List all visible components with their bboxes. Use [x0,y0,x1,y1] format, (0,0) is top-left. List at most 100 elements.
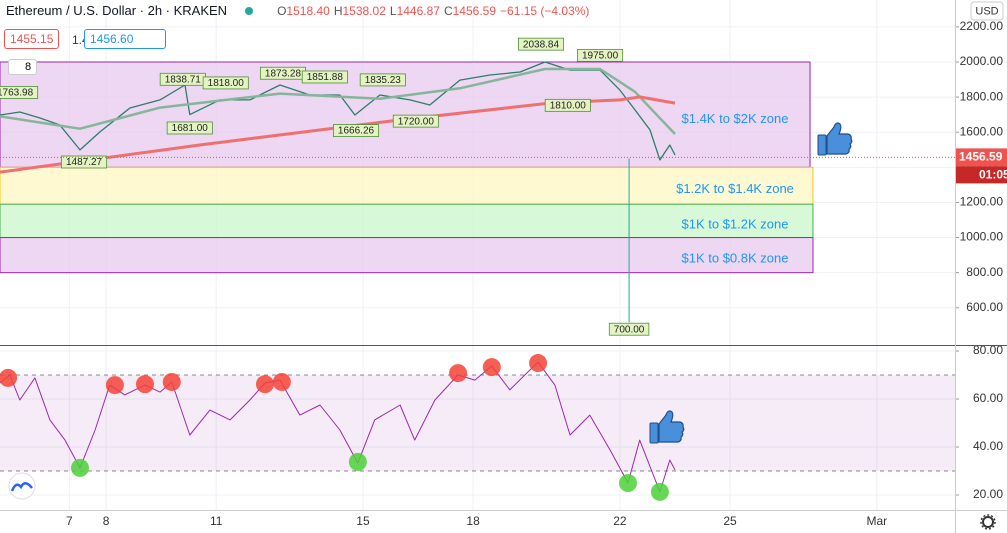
price-annotation: 1835.23 [365,75,402,86]
currency: USD [975,5,998,17]
price-annotation-box [202,76,249,90]
zone-label: $1.4K to $2K zone [682,111,789,126]
ohlc-item: O1518.40 [277,4,330,18]
settings-icon[interactable] [980,514,996,530]
series-line [0,61,676,161]
price-annotation: 2038.84 [523,39,560,50]
price-annotation: 700.00 [614,324,645,335]
price-annotation: 1838.71 [165,74,202,85]
price-annotation-box [517,37,564,51]
oversold-marker [348,452,367,471]
indicator-count[interactable]: 8 [8,59,38,75]
symbol-header: Ethereum / U.S. Dollar · 2h · KRAKEN O15… [6,3,589,18]
price-annotation: 1851.88 [307,72,344,83]
ohlc-key: L [389,3,397,18]
x-tick-label: 22 [613,514,627,528]
price-annotation-box [301,70,348,84]
ask-price[interactable]: 1456.60 [84,29,166,49]
price-annotation: 1763.98 [0,88,34,99]
price-annotation: 1818.00 [208,78,245,89]
symbol-title[interactable]: Ethereum / U.S. Dollar · 2h · KRAKEN [6,3,228,18]
overbought-marker [135,375,154,394]
x-tick-label: 8 [103,514,110,528]
x-tick-label: Mar [866,514,887,528]
price-annotation: 1720.00 [398,116,435,127]
ohlc-item: C1456.59 [444,4,496,18]
zone-label: $1K to $1.2K zone [682,216,789,231]
series-line [0,67,676,135]
currency-box[interactable] [970,1,1004,21]
price-annotation-box [166,121,213,135]
y-tick-label: 40.00 [973,439,1003,453]
ohlc-key: O [277,3,287,18]
ohlc-value: 1446.87 [396,3,440,18]
y-tick-label: 2200.00 [960,19,1004,33]
countdown-tag [955,166,1007,184]
price-annotation: 1810.00 [550,100,587,111]
y-tick-label: 80.00 [973,343,1003,357]
oversold-marker [71,458,90,477]
price-zone [0,237,814,274]
ohlc-values: O1518.40 H1538.02 L1446.87 C1456.59 −61.15 (… [277,4,589,18]
zone-label: $1K to $0.8K zone [682,251,789,266]
last-price-tag [955,148,1007,167]
price-annotation-box [0,86,39,99]
price-annotation-box [61,155,108,169]
price-annotation-box [577,48,624,62]
ohlc-key: H [333,3,343,18]
overbought-marker [105,376,124,395]
ohlc-value: 1456.59 [452,3,497,18]
overbought-marker [482,358,501,377]
ohlc-change: −61.15 (−4.03%) [500,3,590,18]
price-annotation-box [359,73,406,87]
overbought-marker [255,375,274,394]
ohlc-value: 1518.40 [286,3,330,18]
overbought-marker [529,354,548,373]
price-annotation-box [608,322,650,336]
y-tick-label: 1200.00 [960,195,1004,209]
x-tick-label: 18 [466,514,480,528]
countdown-label: 01:05 [979,168,1007,182]
oversold-marker [618,474,637,493]
y-tick-label: 60.00 [973,391,1003,405]
price-annotation-box [392,114,439,128]
y-tick-label: 600.00 [966,300,1003,314]
y-tick-label: 1000.00 [960,230,1004,244]
overbought-marker [272,372,291,391]
thumbs-up-icon [817,122,853,156]
ohlc-value: 1538.02 [342,3,386,18]
ohlc-item: H1538.02 [334,4,386,18]
thumbs-up-icon [649,410,685,444]
y-tick-label: 20.00 [973,487,1003,501]
y-tick-label: 1800.00 [960,89,1004,103]
oversold-marker [650,482,669,501]
ohlc-key: C [443,3,453,18]
x-tick-label: 15 [356,514,370,528]
zone-label: $1.2K to $1.4K zone [676,181,794,196]
last-price-label: 1456.59 [959,150,1003,164]
price-annotation-box [333,124,380,137]
x-tick-label: 7 [66,514,73,528]
market-status-dot [245,6,254,15]
overbought-marker [0,368,18,387]
price-annotation: 1487.27 [66,157,103,168]
overbought-marker [449,364,468,383]
rsi-band [0,375,955,472]
bid-price[interactable]: 1455.15 [4,29,60,49]
y-tick-label: 1600.00 [960,124,1004,138]
y-tick-label: 2000.00 [960,54,1004,68]
price-annotation: 1681.00 [172,123,209,134]
ohlc-item: L1446.87 [390,4,440,18]
overbought-marker [162,372,181,391]
series-line [0,361,676,493]
price-zone [0,166,814,205]
tradingview-logo[interactable] [8,472,36,500]
x-tick-label: 11 [210,514,223,528]
x-tick-label: 25 [723,514,737,528]
y-tick-label: 800.00 [966,265,1003,279]
price-annotation: 1873.28 [265,68,302,79]
price-annotation: 1666.26 [338,126,375,137]
price-annotation-box [544,98,591,112]
